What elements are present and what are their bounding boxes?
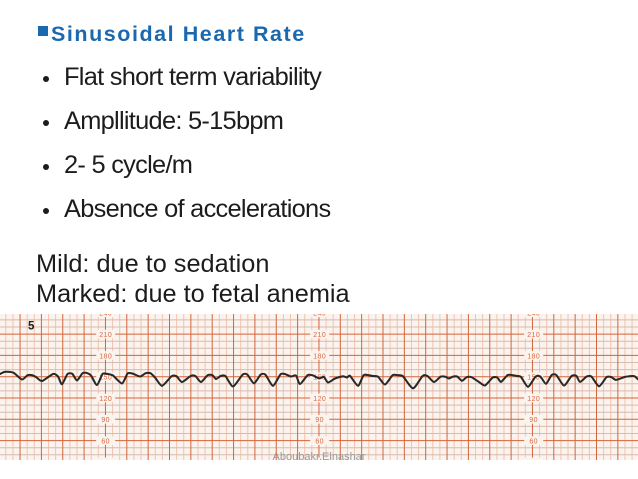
svg-text:120: 120 bbox=[527, 396, 540, 403]
svg-text:90: 90 bbox=[101, 417, 110, 424]
svg-text:210: 210 bbox=[313, 332, 326, 339]
svg-text:210: 210 bbox=[99, 332, 112, 339]
svg-text:210: 210 bbox=[527, 332, 540, 339]
svg-text:90: 90 bbox=[529, 417, 538, 424]
svg-text:60: 60 bbox=[101, 439, 110, 446]
svg-text:180: 180 bbox=[313, 353, 326, 360]
svg-text:240: 240 bbox=[527, 314, 540, 318]
svg-text:120: 120 bbox=[99, 396, 112, 403]
svg-text:240: 240 bbox=[313, 314, 326, 318]
svg-text:60: 60 bbox=[315, 439, 324, 446]
svg-text:150: 150 bbox=[99, 375, 112, 382]
svg-text:180: 180 bbox=[527, 353, 540, 360]
svg-text:120: 120 bbox=[313, 396, 326, 403]
svg-text:180: 180 bbox=[99, 353, 112, 360]
svg-text:Aboubakr.Elnashar: Aboubakr.Elnashar bbox=[273, 451, 366, 460]
svg-text:90: 90 bbox=[315, 417, 324, 424]
svg-text:240: 240 bbox=[99, 314, 112, 318]
svg-text:5: 5 bbox=[28, 321, 35, 333]
svg-text:60: 60 bbox=[529, 439, 538, 446]
